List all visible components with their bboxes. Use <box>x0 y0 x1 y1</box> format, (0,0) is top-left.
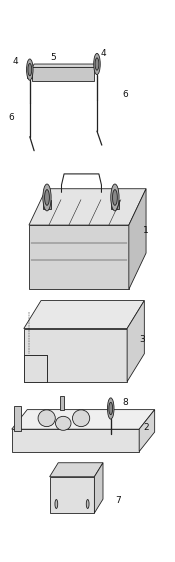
Polygon shape <box>139 410 155 451</box>
Polygon shape <box>14 406 21 432</box>
Circle shape <box>109 402 113 415</box>
Circle shape <box>113 189 117 205</box>
Polygon shape <box>24 355 47 382</box>
Text: 3: 3 <box>140 335 145 344</box>
Polygon shape <box>94 463 103 513</box>
Circle shape <box>43 184 51 211</box>
Polygon shape <box>12 429 139 451</box>
Circle shape <box>55 500 58 509</box>
Circle shape <box>45 189 49 205</box>
Text: 4: 4 <box>12 57 18 66</box>
Circle shape <box>28 64 32 76</box>
Circle shape <box>94 53 100 75</box>
Polygon shape <box>29 225 129 289</box>
Polygon shape <box>32 64 96 67</box>
Circle shape <box>86 500 89 509</box>
Polygon shape <box>129 189 146 289</box>
Text: 2: 2 <box>143 423 149 432</box>
Text: 1: 1 <box>143 226 149 235</box>
Polygon shape <box>29 189 146 225</box>
Polygon shape <box>60 396 64 410</box>
Polygon shape <box>43 200 51 209</box>
Circle shape <box>95 58 99 70</box>
Polygon shape <box>50 463 103 477</box>
Polygon shape <box>24 329 127 382</box>
Circle shape <box>107 398 114 419</box>
Text: 7: 7 <box>116 496 121 505</box>
Polygon shape <box>50 477 94 513</box>
Polygon shape <box>111 200 119 209</box>
Text: 4: 4 <box>101 49 107 58</box>
Text: 8: 8 <box>122 398 128 407</box>
Polygon shape <box>127 301 144 382</box>
Circle shape <box>27 59 33 80</box>
Text: 5: 5 <box>50 53 56 62</box>
Polygon shape <box>27 67 32 78</box>
Polygon shape <box>12 410 155 429</box>
Text: 6: 6 <box>122 90 128 99</box>
Circle shape <box>111 184 119 211</box>
Ellipse shape <box>72 410 90 427</box>
Polygon shape <box>24 301 144 329</box>
Text: 6: 6 <box>9 112 15 121</box>
Ellipse shape <box>38 410 55 427</box>
Polygon shape <box>32 67 94 81</box>
Ellipse shape <box>55 416 71 430</box>
